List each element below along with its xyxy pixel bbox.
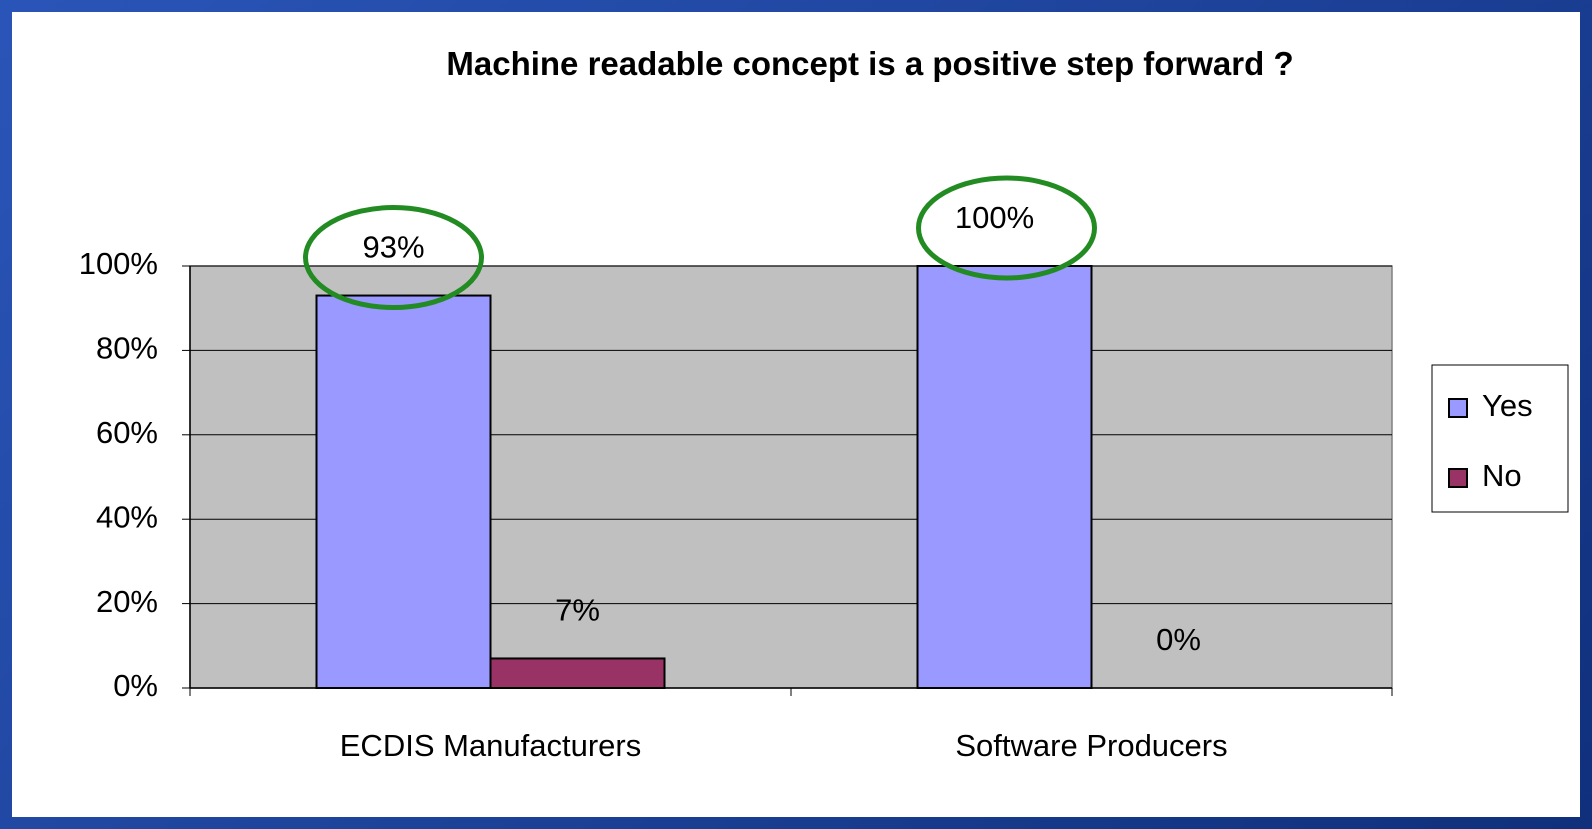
x-tick-label: ECDIS Manufacturers [340,728,642,763]
y-tick-label: 0% [113,668,158,703]
legend-label: No [1482,458,1522,493]
highlight-ellipse [916,175,1097,281]
x-tick-label: Software Producers [955,728,1227,763]
bar [315,294,492,689]
y-tick-label: 40% [96,499,158,534]
data-label: 100% [955,200,1034,235]
highlight-ellipse [303,205,484,311]
legend-swatch [1448,398,1468,418]
data-label: 0% [1156,622,1201,657]
chart-title: Machine readable concept is a positive s… [446,45,1294,82]
y-tick-label: 100% [79,246,158,281]
y-tick-label: 80% [96,331,158,366]
y-tick-label: 60% [96,415,158,450]
data-label: 93% [362,230,424,265]
bar [489,657,666,690]
legend-label: Yes [1482,388,1533,423]
data-label: 7% [555,593,600,628]
legend-swatch [1448,468,1468,488]
bar [916,265,1093,689]
y-tick-label: 20% [96,584,158,619]
